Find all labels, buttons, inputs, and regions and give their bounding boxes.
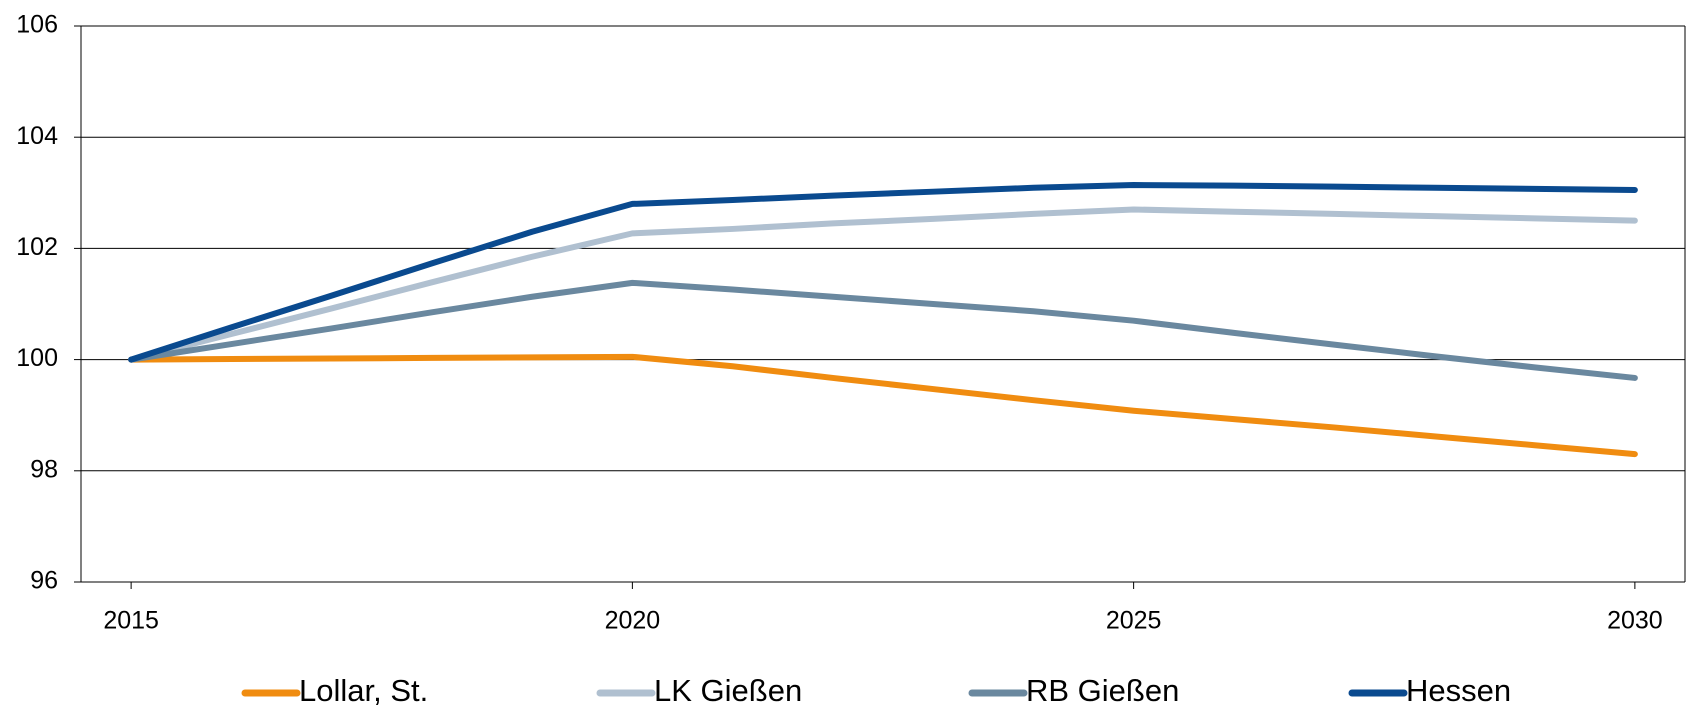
- series-line: [128, 353, 1638, 458]
- y-tick-label: 104: [16, 122, 58, 150]
- x-tick-label: 2025: [1106, 607, 1162, 635]
- y-tick-label: 100: [16, 344, 58, 372]
- series-line: [128, 279, 1638, 381]
- series-line: [128, 182, 1638, 363]
- y-tick-label: 98: [30, 455, 58, 483]
- y-tick-label: 96: [30, 567, 58, 595]
- legend-label: RB Gießen: [1026, 673, 1179, 708]
- legend-label: Lollar, St.: [299, 673, 428, 708]
- y-tick-label: 106: [16, 11, 58, 39]
- x-tick-label: 2020: [605, 607, 661, 635]
- y-tick-label: 102: [16, 233, 58, 261]
- x-tick-label: 2030: [1607, 607, 1663, 635]
- series-line: [128, 206, 1638, 363]
- x-tick-label: 2015: [103, 607, 159, 635]
- legend-label: LK Gießen: [654, 673, 802, 708]
- legend: Lollar, St. LK Gießen RB Gießen Hessen: [241, 673, 1511, 708]
- legend-label: Hessen: [1406, 673, 1511, 708]
